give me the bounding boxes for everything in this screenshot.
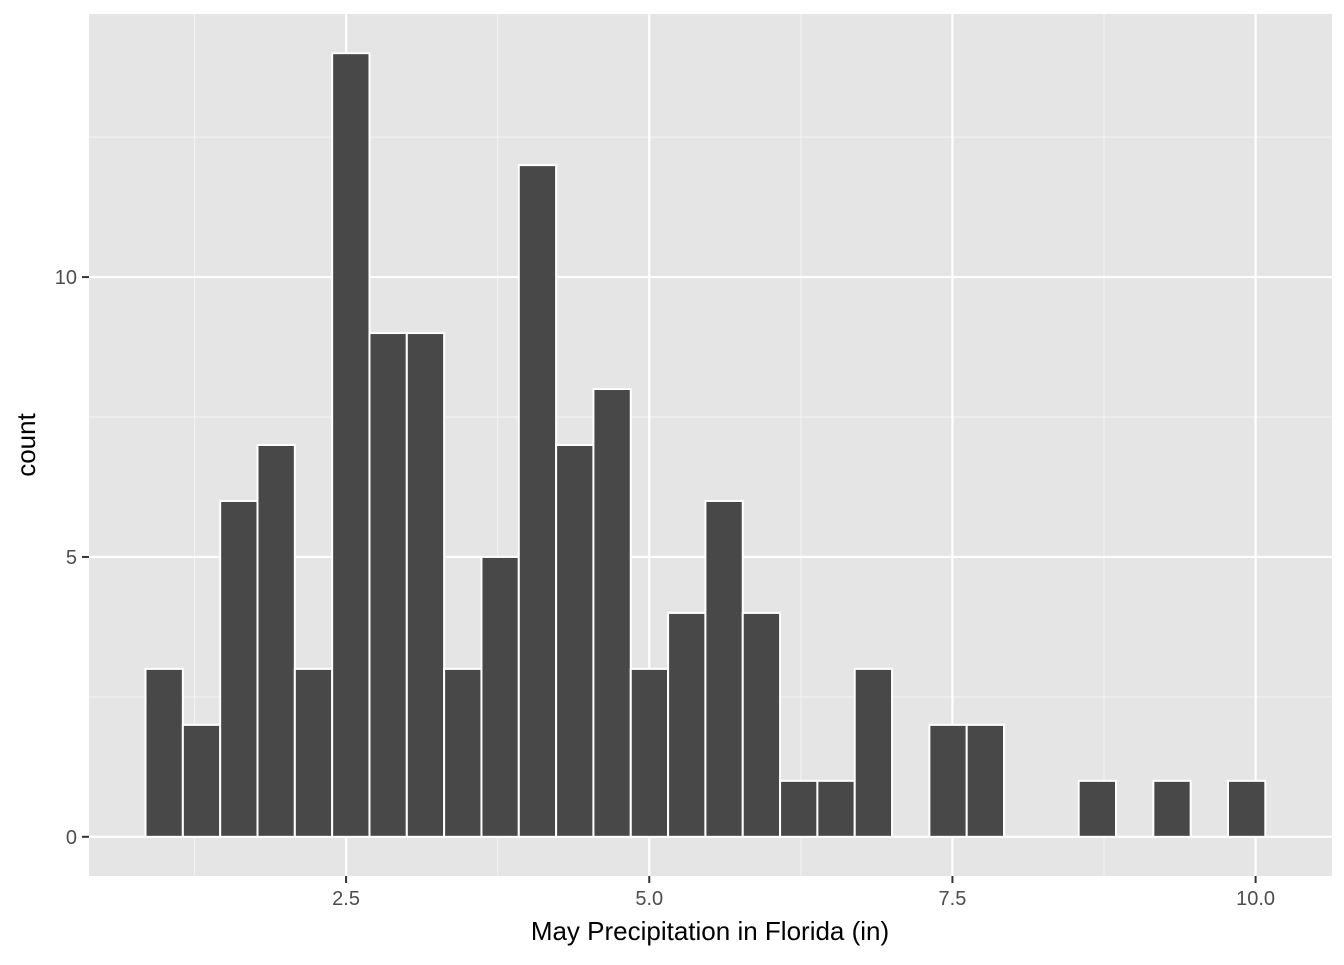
histogram-bar [480, 555, 520, 838]
histogram-bar [256, 444, 296, 838]
x-tick-label: 7.5 [939, 888, 967, 910]
histogram-bar [219, 499, 259, 838]
histogram-bar [779, 779, 819, 838]
histogram-bar [667, 611, 707, 838]
histogram-bar [928, 723, 968, 838]
histogram-bar [144, 667, 184, 838]
histogram-bar [331, 52, 371, 838]
x-axis-title: May Precipitation in Florida (in) [531, 916, 889, 946]
x-tick-label: 2.5 [332, 888, 360, 910]
histogram-bar [555, 444, 595, 838]
y-axis: 0 5 10 [55, 267, 89, 849]
histogram-bar [816, 779, 856, 838]
histogram-bar [592, 388, 632, 838]
y-axis-title: count [11, 412, 41, 476]
histogram-bar [965, 723, 1006, 838]
histogram-bar [368, 332, 408, 838]
histogram-bar [517, 164, 558, 838]
x-tick-label: 5.0 [635, 888, 663, 910]
histogram-bar [1152, 779, 1192, 838]
histogram-bar [443, 667, 483, 838]
histogram-bars [144, 52, 1267, 838]
y-tick-label: 0 [66, 827, 77, 849]
histogram-bar [405, 332, 446, 838]
histogram-bar [1226, 779, 1267, 838]
histogram-bar [741, 611, 782, 838]
y-tick-label: 10 [55, 267, 77, 289]
x-axis: 2.5 5.0 7.5 10.0 [332, 876, 1275, 910]
histogram-bar [293, 667, 334, 838]
histogram-bar [853, 667, 894, 838]
histogram-bar [704, 499, 744, 838]
histogram-bar [1077, 779, 1118, 838]
minor-gridlines [89, 14, 1332, 876]
histogram-bar [181, 723, 222, 838]
histogram-bar [629, 667, 670, 838]
x-tick-label: 10.0 [1236, 888, 1275, 910]
y-tick-label: 5 [66, 547, 77, 569]
